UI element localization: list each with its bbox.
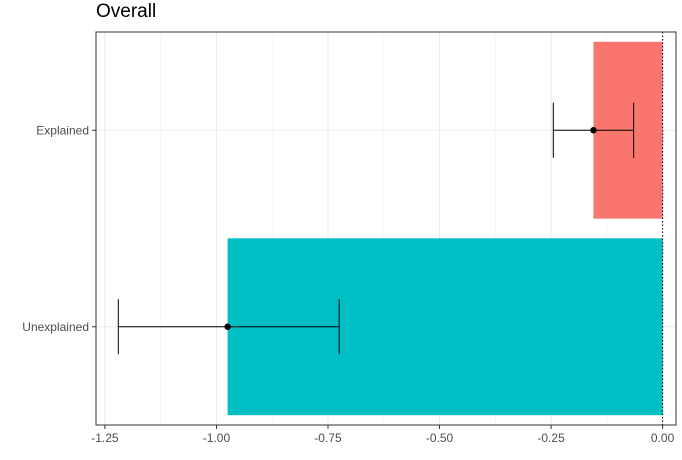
y-axis: Explained Unexplained: [22, 123, 96, 334]
point-estimate-unexplained: [224, 323, 231, 330]
x-tick-label: -1.00: [203, 431, 231, 445]
chart-title: Overall: [96, 1, 157, 22]
point-estimate-explained: [590, 127, 597, 134]
x-tick-label: -0.50: [426, 431, 454, 445]
plot-panel-border: [95, 31, 677, 426]
x-tick-label: -1.25: [91, 431, 119, 445]
error-bars: [117, 102, 635, 355]
x-axis: -1.25 -1.00 -0.75 -0.50 -0.25 0.00: [91, 425, 675, 445]
x-tick-label: -0.75: [314, 431, 342, 445]
x-tick-label: 0.00: [651, 431, 675, 445]
bars: [227, 41, 663, 416]
y-tick-label: Explained: [36, 123, 89, 137]
y-tick-label: Unexplained: [22, 320, 89, 334]
x-tick-label: -0.25: [537, 431, 565, 445]
